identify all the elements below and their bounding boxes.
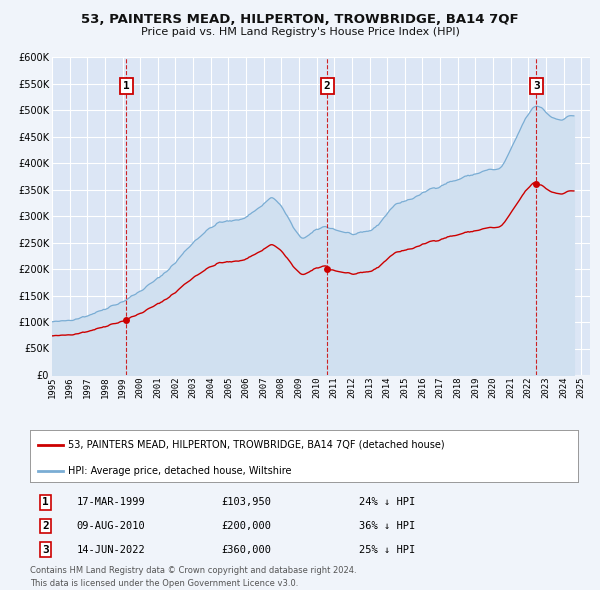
Text: £103,950: £103,950 bbox=[222, 497, 272, 507]
Text: 2: 2 bbox=[324, 81, 331, 91]
Text: 17-MAR-1999: 17-MAR-1999 bbox=[77, 497, 145, 507]
Text: Price paid vs. HM Land Registry's House Price Index (HPI): Price paid vs. HM Land Registry's House … bbox=[140, 27, 460, 37]
Text: Contains HM Land Registry data © Crown copyright and database right 2024.: Contains HM Land Registry data © Crown c… bbox=[30, 566, 356, 575]
Text: 53, PAINTERS MEAD, HILPERTON, TROWBRIDGE, BA14 7QF (detached house): 53, PAINTERS MEAD, HILPERTON, TROWBRIDGE… bbox=[68, 440, 445, 450]
Text: 24% ↓ HPI: 24% ↓ HPI bbox=[359, 497, 415, 507]
Text: 53, PAINTERS MEAD, HILPERTON, TROWBRIDGE, BA14 7QF: 53, PAINTERS MEAD, HILPERTON, TROWBRIDGE… bbox=[81, 13, 519, 26]
Text: 1: 1 bbox=[123, 81, 130, 91]
Text: 2: 2 bbox=[42, 521, 49, 531]
Text: 3: 3 bbox=[42, 545, 49, 555]
Text: HPI: Average price, detached house, Wiltshire: HPI: Average price, detached house, Wilt… bbox=[68, 466, 292, 476]
Text: This data is licensed under the Open Government Licence v3.0.: This data is licensed under the Open Gov… bbox=[30, 579, 298, 588]
Text: 25% ↓ HPI: 25% ↓ HPI bbox=[359, 545, 415, 555]
Text: £360,000: £360,000 bbox=[222, 545, 272, 555]
Text: 36% ↓ HPI: 36% ↓ HPI bbox=[359, 521, 415, 531]
Text: 14-JUN-2022: 14-JUN-2022 bbox=[77, 545, 145, 555]
Text: 1: 1 bbox=[42, 497, 49, 507]
Text: 3: 3 bbox=[533, 81, 539, 91]
Text: £200,000: £200,000 bbox=[222, 521, 272, 531]
Text: 09-AUG-2010: 09-AUG-2010 bbox=[77, 521, 145, 531]
